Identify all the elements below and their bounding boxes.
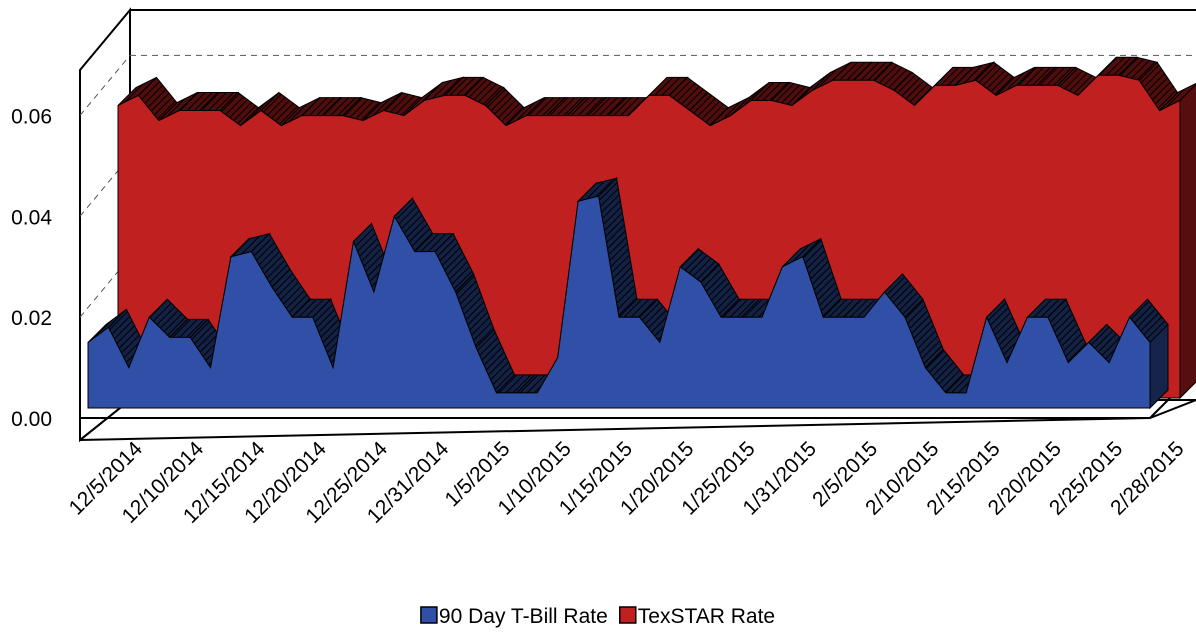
legend: 90 Day T-Bill Rate TexSTAR Rate [420, 605, 775, 628]
grid-line [79, 55, 131, 116]
area-top-hatch [301, 97, 341, 116]
area-top-hatch [649, 77, 688, 96]
area-top-hatch [394, 198, 433, 252]
area-top-hatch [904, 299, 944, 368]
area-top-hatch [403, 82, 443, 116]
area-top-hatch [179, 92, 218, 111]
area-top-hatch [363, 92, 402, 121]
area-top-hatch [1098, 57, 1137, 76]
area-top-hatch [526, 97, 565, 116]
area-top-hatch [996, 67, 1035, 96]
area-top-hatch [271, 268, 311, 318]
y-tick-label: 0.00 [11, 408, 52, 431]
area-top-hatch [934, 67, 974, 86]
area-top-hatch [802, 238, 842, 318]
grid-line [79, 256, 131, 318]
area-top-hatch [1027, 299, 1066, 318]
area-top-hatch [118, 77, 157, 106]
area-top-hatch [546, 97, 586, 116]
area-top-hatch [455, 274, 495, 348]
series-0 [87, 177, 1169, 410]
area [87, 195, 1151, 409]
area-top-hatch [1139, 62, 1178, 111]
area-top-hatch [598, 178, 637, 318]
area-top-hatch [1047, 299, 1087, 363]
area-top-hatch [230, 233, 270, 257]
y-tick-label: 0.06 [11, 105, 52, 128]
area-top-hatch [414, 233, 454, 252]
area-top-hatch [435, 233, 474, 293]
area-top-hatch [812, 62, 851, 91]
area-top-hatch [169, 319, 209, 338]
area-top-hatch [485, 87, 525, 126]
area-top-hatch [791, 72, 831, 106]
area-top-hatch [506, 97, 545, 126]
area-top-hatch [1118, 57, 1158, 81]
legend-swatch [619, 606, 637, 624]
area-top-hatch [587, 97, 627, 116]
legend-swatch [420, 606, 438, 624]
area-side [1179, 83, 1196, 400]
area-top-hatch [578, 178, 617, 202]
area-top-hatch [771, 82, 810, 106]
y-tick-label: 0.02 [11, 307, 52, 330]
area-top-hatch [700, 263, 740, 318]
area-top-hatch [1057, 67, 1096, 96]
area-top-hatch [1037, 67, 1076, 86]
area-top-hatch [721, 299, 760, 318]
area-top-hatch [823, 299, 862, 318]
area-top-hatch [1129, 299, 1168, 343]
area-top-hatch [158, 92, 198, 121]
area-top-hatch [281, 97, 320, 126]
area-top-hatch [873, 62, 913, 91]
area-top-hatch [199, 92, 239, 111]
area-top-hatch [1016, 67, 1056, 86]
area-top-hatch [240, 92, 279, 126]
area-top-hatch [444, 77, 484, 96]
area-top-hatch [292, 299, 331, 318]
area-top-hatch [383, 92, 422, 116]
area-top-hatch [88, 309, 127, 343]
y-tick-label: 0.04 [11, 206, 52, 229]
area-top-hatch [619, 299, 658, 318]
grid-line [79, 155, 131, 217]
area-top-hatch [710, 97, 749, 126]
area-top-hatch [608, 97, 647, 116]
area-top-hatch [925, 349, 964, 393]
legend-label: 90 Day T-Bill Rate [439, 605, 608, 628]
area-top-hatch [138, 77, 177, 121]
area-top-hatch [843, 299, 883, 318]
area-top-hatch [955, 62, 994, 86]
area-top-hatch [496, 374, 535, 393]
area-top-hatch [884, 274, 923, 318]
area-top-hatch [751, 82, 790, 101]
area-top-hatch [476, 329, 515, 393]
area-top-hatch [342, 97, 382, 121]
area-top-hatch [465, 77, 504, 106]
area-top-hatch [322, 97, 361, 116]
area-top-hatch [782, 238, 821, 267]
area-top-hatch [424, 77, 463, 101]
area-top-hatch [730, 82, 770, 116]
legend-label: TexSTAR Rate [638, 605, 775, 628]
area-top-hatch [1159, 83, 1196, 111]
area-top-hatch [149, 299, 188, 338]
area-top-hatch [251, 233, 290, 287]
area-top-hatch [567, 97, 606, 116]
area-top-hatch [853, 62, 892, 81]
area-top-hatch [832, 62, 872, 81]
